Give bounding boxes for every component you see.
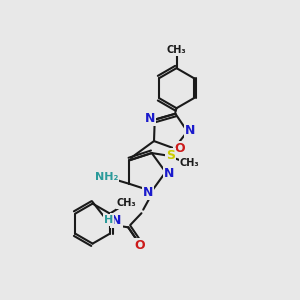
- Text: O: O: [135, 238, 145, 251]
- Text: N: N: [164, 167, 174, 180]
- Text: CH₃: CH₃: [167, 45, 186, 55]
- Text: N: N: [145, 112, 155, 124]
- Text: N: N: [111, 214, 122, 227]
- Text: N: N: [185, 124, 196, 136]
- Text: CH₃: CH₃: [116, 198, 136, 208]
- Text: O: O: [174, 142, 185, 155]
- Text: H: H: [103, 215, 113, 225]
- Text: CH₃: CH₃: [180, 158, 199, 168]
- Text: S: S: [167, 149, 176, 163]
- Text: NH₂: NH₂: [95, 172, 118, 182]
- Text: N: N: [143, 186, 153, 199]
